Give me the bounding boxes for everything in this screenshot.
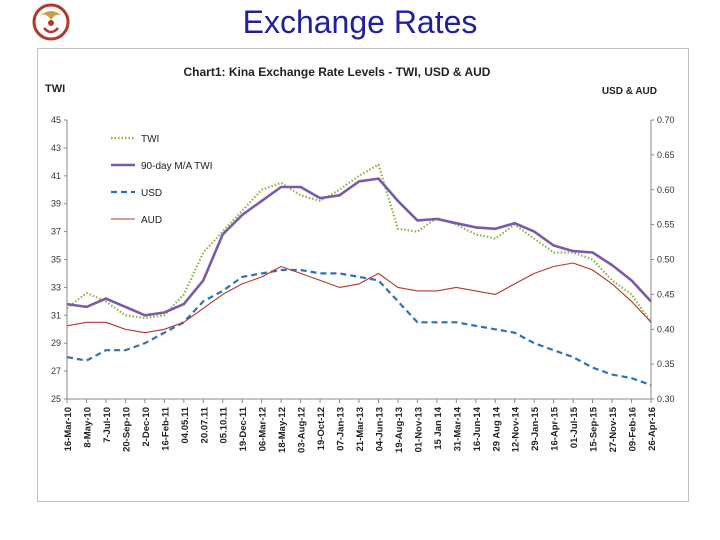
page-title: Exchange Rates (242, 4, 478, 40)
x-tick-label: 07-Jan-13 (336, 407, 347, 451)
legend-label: TWI (141, 134, 159, 145)
legend-label: USD (141, 188, 162, 199)
left-tick-label: 39 (51, 199, 61, 209)
left-tick-label: 31 (51, 310, 61, 320)
right-tick-label: 0.45 (657, 289, 675, 299)
x-tick-label: 16-Jun-14 (472, 406, 483, 451)
right-tick-label: 0.40 (657, 324, 675, 334)
x-tick-label: 20.07.11 (199, 406, 210, 443)
x-tick-label: 01-Nov-13 (413, 407, 424, 452)
x-tick-label: 26-Apr-16 (647, 407, 658, 451)
left-tick-label: 37 (51, 227, 61, 237)
x-tick-label: 06-Mar-12 (258, 407, 269, 451)
left-tick-label: 27 (51, 366, 61, 376)
x-tick-label: 19-Oct-12 (316, 407, 327, 450)
left-tick-label: 35 (51, 255, 61, 265)
x-tick-label: 03-Aug-12 (297, 407, 308, 453)
left-tick-label: 45 (51, 115, 61, 125)
series-line-twi (66, 163, 652, 323)
right-tick-label: 0.50 (657, 255, 675, 265)
series-line-aud (66, 262, 652, 334)
x-tick-label: 09-Feb-16 (628, 407, 639, 451)
left-tick-label: 29 (51, 338, 61, 348)
x-tick-label: 05.10.11 (219, 406, 230, 443)
series-line-usd (66, 268, 652, 387)
x-tick-label: 16-Apr-15 (550, 406, 561, 451)
exchange-rate-chart: Chart1: Kina Exchange Rate Levels - TWI,… (45, 65, 675, 453)
x-tick-label: 2-Dec-10 (141, 407, 152, 447)
right-axis-label: USD & AUD (602, 86, 657, 97)
left-tick-label: 43 (51, 143, 61, 153)
x-tick-label: 27-Nov-15 (608, 406, 619, 452)
x-tick-label: 04-Jun-13 (374, 407, 385, 451)
chart-title: Chart1: Kina Exchange Rate Levels - TWI,… (184, 65, 491, 79)
x-tick-label: 19-Dec-11 (238, 406, 249, 451)
right-tick-label: 0.70 (657, 115, 675, 125)
right-tick-label: 0.65 (657, 150, 675, 160)
chart-frame (37, 48, 689, 502)
right-tick-label: 0.35 (657, 359, 675, 369)
right-tick-label: 0.30 (657, 394, 675, 404)
x-tick-label: 04.05.11 (180, 406, 191, 443)
x-tick-label: 01-Jul-15 (569, 406, 580, 448)
x-tick-label: 7-Jul-10 (102, 407, 113, 443)
series-line-90-day-m-a-twi (66, 177, 652, 317)
x-tick-label: 16-Mar-10 (63, 407, 74, 451)
x-tick-label: 21-Mar-13 (355, 407, 366, 451)
x-tick-label: 31-Mar-14 (452, 406, 463, 451)
x-tick-label: 15-Sep-15 (589, 406, 600, 452)
x-tick-label: 19-Aug-13 (394, 407, 405, 453)
x-tick-label: 18-May-12 (277, 407, 288, 453)
x-tick-label: 15 Jan 14 (433, 406, 444, 449)
left-tick-label: 25 (51, 394, 61, 404)
left-tick-label: 33 (51, 282, 61, 292)
left-tick-label: 41 (51, 171, 61, 181)
x-tick-label: 12-Nov-14 (511, 406, 522, 452)
x-tick-label: 8-May-10 (82, 407, 93, 448)
x-tick-label: 20-Sep-10 (121, 407, 132, 452)
left-axis-label: TWI (45, 83, 65, 95)
right-tick-label: 0.55 (657, 220, 675, 230)
x-tick-label: 29-Jan-15 (530, 406, 541, 451)
organization-logo (32, 3, 70, 41)
x-tick-label: 29 Aug 14 (491, 406, 502, 451)
legend-label: 90-day M/A TWI (141, 161, 213, 172)
right-tick-label: 0.60 (657, 185, 675, 195)
legend-label: AUD (141, 215, 162, 226)
x-tick-label: 16-Feb-11 (160, 406, 171, 451)
